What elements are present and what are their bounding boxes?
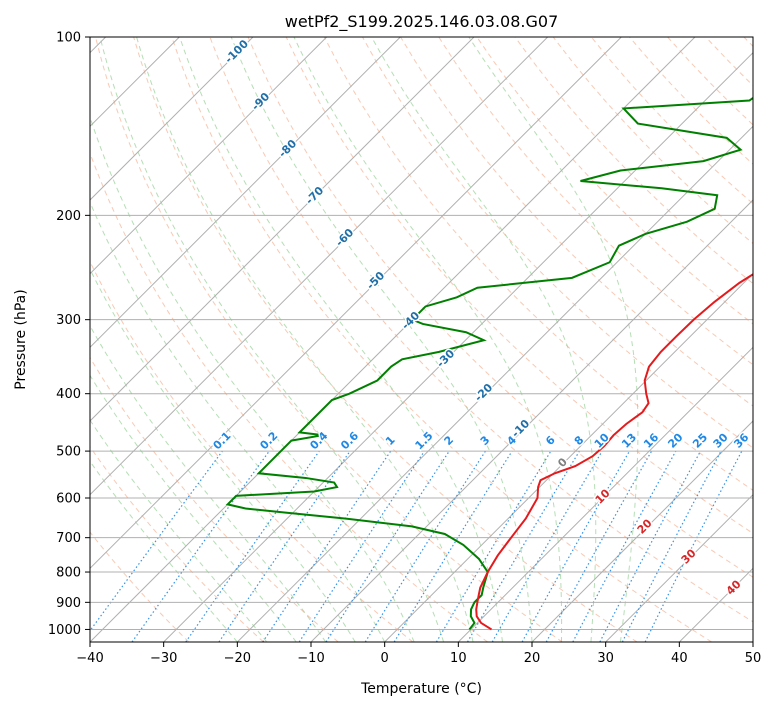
isotherm-line xyxy=(90,37,328,275)
mixing-ratio-line xyxy=(185,450,320,642)
mixing-ratio-line xyxy=(393,450,513,642)
isotherm-line xyxy=(163,51,753,642)
y-tick-label: 1000 xyxy=(48,623,81,638)
y-axis-label: Pressure (hPa) xyxy=(13,289,29,389)
dry-adiabat xyxy=(90,531,190,642)
isotherm-line xyxy=(90,37,475,422)
isotherm-line xyxy=(605,493,753,642)
profile-lines xyxy=(225,96,753,631)
dry-adiabat xyxy=(362,37,753,449)
x-axis-label: Temperature (°C) xyxy=(360,681,482,697)
dry-adiabat xyxy=(95,37,563,642)
plot-frame xyxy=(89,36,754,643)
isotherm-line xyxy=(457,346,753,642)
mixing-ratio-line xyxy=(131,450,270,642)
mixing-ratio-line xyxy=(218,450,351,642)
isotherm-line xyxy=(90,37,622,570)
mixing-ratio-line xyxy=(262,450,392,642)
mixing-ratio-line xyxy=(572,450,677,642)
mixing-ratio-line xyxy=(298,450,425,642)
y-axis: 1000 900 800 700 600 500 400 300 200 100 xyxy=(48,31,90,638)
isotherm-line xyxy=(310,199,753,642)
isotherm-line xyxy=(236,125,753,642)
mixing-ratio-line xyxy=(90,450,223,632)
moist-adiabat xyxy=(468,37,639,642)
moist-adiabat xyxy=(99,37,445,642)
dry-adiabat xyxy=(90,356,339,642)
x-tick-label: 20 xyxy=(524,651,541,666)
temperature-line xyxy=(475,273,753,631)
x-tick-label: 30 xyxy=(597,651,614,666)
plot-content xyxy=(90,37,753,642)
isotherm-line xyxy=(90,37,254,201)
pressure-gridlines xyxy=(90,37,753,630)
moist-adiabat xyxy=(90,115,415,642)
moist-adiabat xyxy=(90,324,327,642)
moist-adiabat xyxy=(90,374,297,642)
x-tick-label: 50 xyxy=(745,651,762,666)
y-tick-label: 600 xyxy=(56,492,81,507)
moist-adiabat xyxy=(293,37,563,642)
dry-adiabat xyxy=(400,37,753,407)
dry-adiabat xyxy=(514,37,753,285)
mixing-ratio-line xyxy=(325,450,450,642)
y-tick-label: 500 xyxy=(56,445,81,460)
y-tick-label: 400 xyxy=(56,387,81,402)
x-tick-label: −30 xyxy=(150,651,177,666)
x-tick-label: −40 xyxy=(76,651,103,666)
dry-adiabat xyxy=(90,445,264,642)
x-tick-label: 0 xyxy=(381,651,389,666)
mixing-ratio-line xyxy=(545,450,653,642)
dry-adiabat xyxy=(90,151,488,642)
x-axis: −40 −30 −20 −10 0 10 20 30 40 50 xyxy=(76,642,761,666)
mixing-ratio-line xyxy=(644,450,743,642)
y-tick-label: 200 xyxy=(56,209,81,224)
isotherm-line xyxy=(90,37,401,349)
x-tick-label: −10 xyxy=(297,651,324,666)
isotherm-line xyxy=(90,37,549,496)
y-tick-label: 900 xyxy=(56,596,81,611)
y-tick-label: 100 xyxy=(56,31,81,46)
dry-adiabat xyxy=(209,37,753,623)
x-tick-label: 10 xyxy=(450,651,467,666)
mixing-ratio-lines xyxy=(90,450,743,642)
y-tick-label: 800 xyxy=(56,566,81,581)
isotherms xyxy=(90,37,753,642)
y-tick-label: 700 xyxy=(56,531,81,546)
isotherm-line xyxy=(384,272,753,642)
x-tick-label: −20 xyxy=(224,651,251,666)
x-tick-label: 40 xyxy=(671,651,688,666)
dry-adiabat xyxy=(247,37,753,578)
isotherm-line xyxy=(90,37,696,642)
moist-adiabat xyxy=(90,200,386,642)
mixing-ratio-line xyxy=(521,450,631,642)
moist-adiabat xyxy=(136,37,474,642)
dry-adiabat xyxy=(171,37,713,642)
moist-adiabat xyxy=(179,37,504,642)
dry-adiabat xyxy=(133,37,638,642)
y-tick-label: 300 xyxy=(56,313,81,328)
isotherm-line xyxy=(531,420,753,642)
dewpoint-line xyxy=(225,96,753,631)
chart-title: wetPf2_S199.2025.146.03.08.G07 xyxy=(285,12,559,32)
moist-adiabat xyxy=(230,37,533,642)
